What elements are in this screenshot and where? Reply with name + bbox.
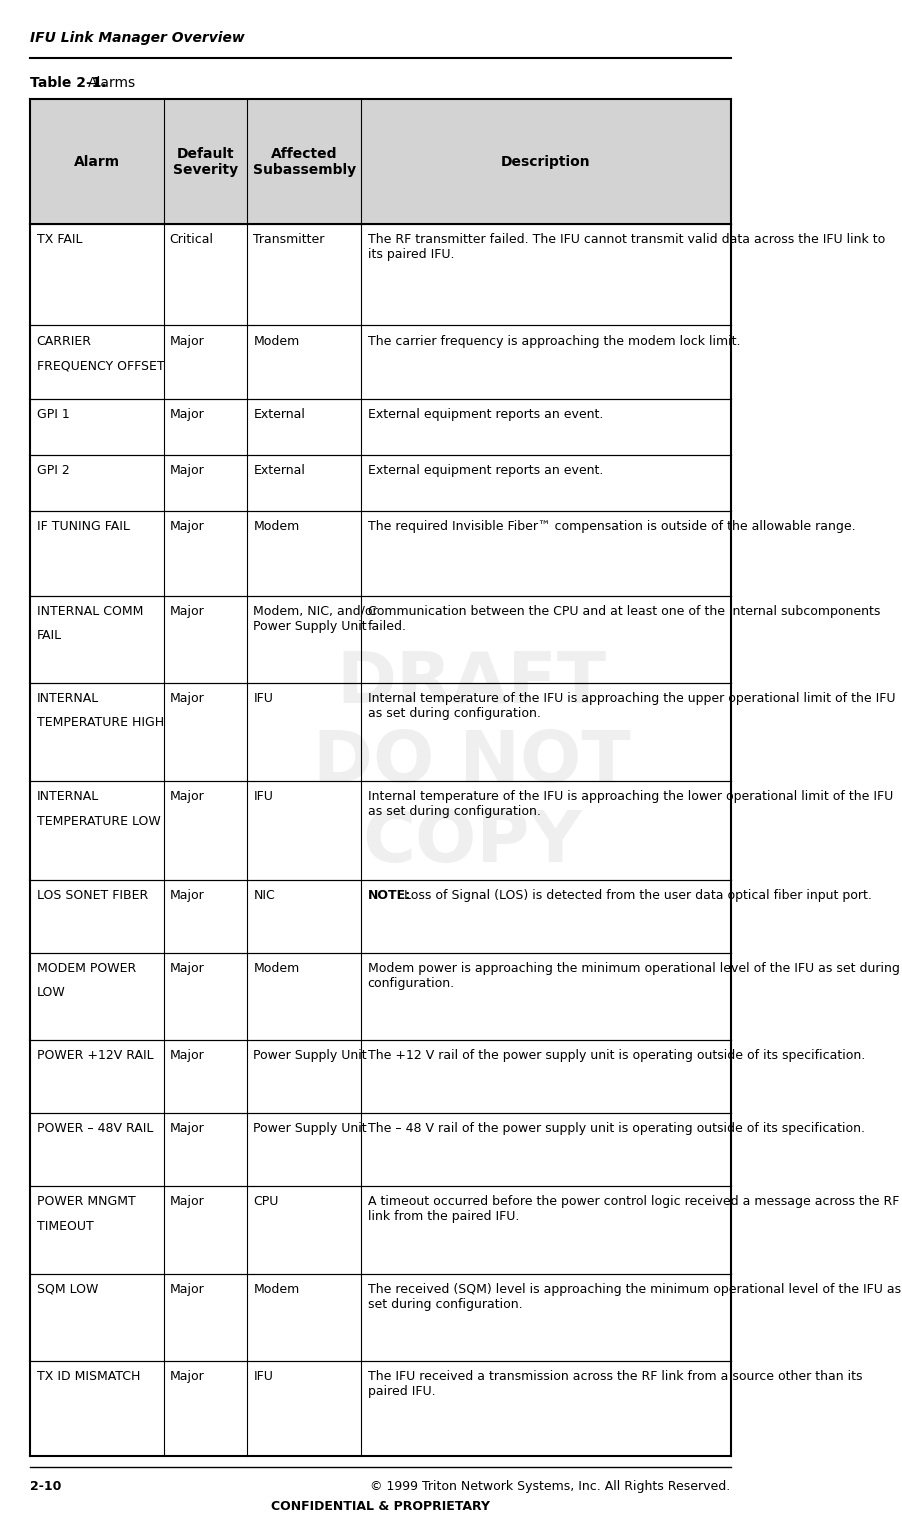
Text: Major: Major (170, 1122, 205, 1135)
Text: External: External (253, 464, 305, 477)
Text: IFU: IFU (253, 692, 273, 705)
Text: The IFU received a transmission across the RF link from a source other than its : The IFU received a transmission across t… (367, 1369, 862, 1398)
Text: Critical: Critical (170, 233, 214, 247)
Text: The carrier frequency is approaching the modem lock limit.: The carrier frequency is approaching the… (367, 334, 740, 348)
Text: A timeout occurred before the power control logic received a message across the : A timeout occurred before the power cont… (367, 1196, 899, 1223)
Text: Internal temperature of the IFU is approaching the lower operational limit of th: Internal temperature of the IFU is appro… (367, 790, 893, 819)
Text: NIC: NIC (253, 889, 275, 901)
Text: IFU: IFU (253, 790, 273, 804)
Text: Major: Major (170, 520, 205, 534)
Text: GPI 1: GPI 1 (36, 407, 69, 421)
Text: INTERNAL: INTERNAL (36, 692, 99, 705)
Text: SQM LOW: SQM LOW (36, 1283, 98, 1296)
Text: Major: Major (170, 407, 205, 421)
Text: © 1999 Triton Network Systems, Inc. All Rights Reserved.: © 1999 Triton Network Systems, Inc. All … (371, 1481, 731, 1493)
Text: Major: Major (170, 1369, 205, 1383)
Text: 2-10: 2-10 (31, 1481, 62, 1493)
Text: Major: Major (170, 1283, 205, 1296)
Text: The RF transmitter failed. The IFU cannot transmit valid data across the IFU lin: The RF transmitter failed. The IFU canno… (367, 233, 885, 261)
Text: Default
Severity: Default Severity (173, 146, 238, 177)
Text: POWER – 48V RAIL: POWER – 48V RAIL (36, 1122, 153, 1135)
Text: Affected
Subassembly: Affected Subassembly (253, 146, 356, 177)
Text: MODEM POWER: MODEM POWER (36, 962, 136, 974)
Text: Communication between the CPU and at least one of the internal subcomponents fai: Communication between the CPU and at lea… (367, 605, 880, 633)
Text: INTERNAL: INTERNAL (36, 790, 99, 804)
Text: TEMPERATURE LOW: TEMPERATURE LOW (36, 814, 161, 828)
Text: Major: Major (170, 692, 205, 705)
Text: Major: Major (170, 962, 205, 974)
Text: Major: Major (170, 1196, 205, 1208)
Text: Power Supply Unit: Power Supply Unit (253, 1122, 367, 1135)
Text: CARRIER: CARRIER (36, 334, 91, 348)
Text: DRAFT
DO NOT
COPY: DRAFT DO NOT COPY (313, 648, 630, 877)
Text: Major: Major (170, 790, 205, 804)
Text: FREQUENCY OFFSET: FREQUENCY OFFSET (36, 358, 164, 372)
Text: Transmitter: Transmitter (253, 233, 325, 247)
Text: TEMPERATURE HIGH: TEMPERATURE HIGH (36, 717, 163, 729)
Text: IFU: IFU (253, 1369, 273, 1383)
Text: Modem: Modem (253, 962, 299, 974)
Text: Major: Major (170, 889, 205, 901)
Text: Major: Major (170, 1049, 205, 1063)
Text: FAIL: FAIL (36, 630, 61, 642)
Text: The – 48 V rail of the power supply unit is operating outside of its specificati: The – 48 V rail of the power supply unit… (367, 1122, 864, 1135)
Text: Modem: Modem (253, 520, 299, 534)
Text: Alarms: Alarms (87, 76, 135, 90)
Text: CPU: CPU (253, 1196, 279, 1208)
Text: Loss of Signal (LOS) is detected from the user data optical fiber input port.: Loss of Signal (LOS) is detected from th… (397, 889, 872, 901)
Text: IFU Link Manager Overview: IFU Link Manager Overview (31, 30, 245, 46)
Text: POWER MNGMT: POWER MNGMT (36, 1196, 135, 1208)
Text: Power Supply Unit: Power Supply Unit (253, 1049, 367, 1063)
Text: Major: Major (170, 464, 205, 477)
Text: CONFIDENTIAL & PROPRIETARY: CONFIDENTIAL & PROPRIETARY (271, 1501, 490, 1513)
Text: POWER +12V RAIL: POWER +12V RAIL (36, 1049, 153, 1063)
Text: The +12 V rail of the power supply unit is operating outside of its specificatio: The +12 V rail of the power supply unit … (367, 1049, 865, 1063)
Bar (31, 99, 731, 224)
Text: Major: Major (170, 605, 205, 618)
Text: Table 2-1.: Table 2-1. (31, 76, 107, 90)
Text: IF TUNING FAIL: IF TUNING FAIL (36, 520, 129, 534)
Text: INTERNAL COMM: INTERNAL COMM (36, 605, 143, 618)
Text: GPI 2: GPI 2 (36, 464, 69, 477)
Text: TX ID MISMATCH: TX ID MISMATCH (36, 1369, 140, 1383)
Text: LOS SONET FIBER: LOS SONET FIBER (36, 889, 148, 901)
Text: TX FAIL: TX FAIL (36, 233, 82, 247)
Text: Modem power is approaching the minimum operational level of the IFU as set durin: Modem power is approaching the minimum o… (367, 962, 899, 990)
Text: External equipment reports an event.: External equipment reports an event. (367, 464, 603, 477)
Text: TIMEOUT: TIMEOUT (36, 1220, 93, 1232)
Text: External: External (253, 407, 305, 421)
Text: Modem: Modem (253, 1283, 299, 1296)
Text: External equipment reports an event.: External equipment reports an event. (367, 407, 603, 421)
Text: NOTE:: NOTE: (367, 889, 410, 901)
Text: Modem: Modem (253, 334, 299, 348)
Text: Alarm: Alarm (74, 154, 120, 169)
Text: LOW: LOW (36, 987, 65, 999)
Text: The received (SQM) level is approaching the minimum operational level of the IFU: The received (SQM) level is approaching … (367, 1283, 901, 1310)
Text: Major: Major (170, 334, 205, 348)
Text: Internal temperature of the IFU is approaching the upper operational limit of th: Internal temperature of the IFU is appro… (367, 692, 895, 720)
Text: Description: Description (502, 154, 591, 169)
Text: The required Invisible Fiber™ compensation is outside of the allowable range.: The required Invisible Fiber™ compensati… (367, 520, 855, 534)
Text: Modem, NIC, and/or
Power Supply Unit: Modem, NIC, and/or Power Supply Unit (253, 605, 378, 633)
